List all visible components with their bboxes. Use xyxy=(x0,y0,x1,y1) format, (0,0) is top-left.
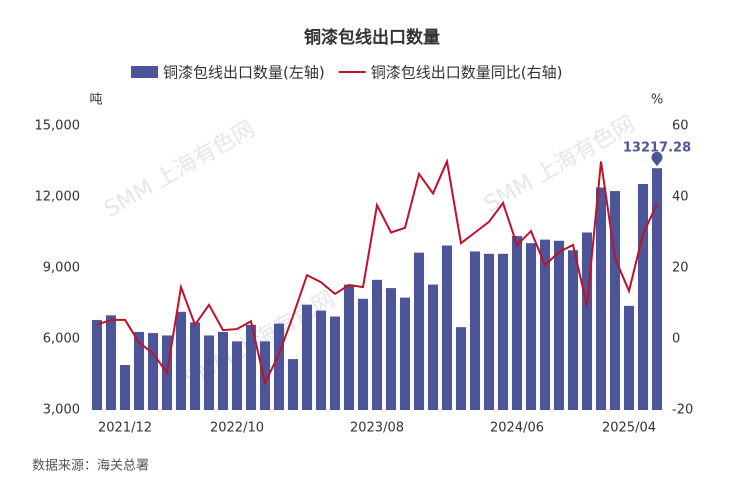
bar xyxy=(189,322,201,410)
bar xyxy=(273,323,285,410)
y2-tick-label: 20 xyxy=(672,261,689,276)
x-tick-label: 2025/04 xyxy=(602,421,656,436)
bar xyxy=(567,250,579,410)
x-tick-label: 2022/10 xyxy=(210,421,264,436)
x-tick-label: 2024/06 xyxy=(490,421,544,436)
bar xyxy=(133,331,145,410)
y-tick-label: 6,000 xyxy=(43,332,80,347)
bar xyxy=(203,335,215,410)
bar xyxy=(175,311,187,410)
bar xyxy=(147,333,159,410)
bar xyxy=(511,236,523,410)
bar xyxy=(595,187,607,410)
bar xyxy=(455,327,467,410)
chart-title: 铜漆包线出口数量 xyxy=(304,27,440,48)
y-tick-label: 3,000 xyxy=(43,403,80,418)
bar xyxy=(651,168,663,410)
bar xyxy=(399,297,411,410)
bar xyxy=(287,359,299,410)
y-tick-label: 9,000 xyxy=(43,261,80,276)
source: 数据来源：海关总署 xyxy=(32,459,149,474)
bar xyxy=(581,232,593,410)
bar xyxy=(609,191,621,410)
x-tick-label: 2023/08 xyxy=(350,421,404,436)
bar xyxy=(525,243,537,410)
x-tick-label: 2021/12 xyxy=(98,421,152,436)
bar xyxy=(637,183,649,410)
marker-pin xyxy=(651,151,663,167)
y2-tick-label: 60 xyxy=(672,119,689,134)
y-unit: 吨 xyxy=(89,93,102,108)
bar xyxy=(413,252,425,410)
bar xyxy=(553,240,565,410)
bar xyxy=(217,331,229,410)
y2-tick-label: 40 xyxy=(672,190,689,205)
bar xyxy=(623,305,635,410)
line xyxy=(96,158,658,387)
bar xyxy=(385,288,397,410)
bar xyxy=(497,253,509,410)
bar xyxy=(427,284,439,410)
bar xyxy=(301,304,313,410)
bar xyxy=(329,316,341,410)
bar xyxy=(483,253,495,410)
bar xyxy=(441,245,453,410)
y2-unit: % xyxy=(651,93,663,108)
bar xyxy=(357,298,369,410)
bar xyxy=(259,341,271,410)
bar xyxy=(105,315,117,410)
bar xyxy=(119,365,131,410)
legend-swatch xyxy=(131,66,158,78)
bar xyxy=(315,310,327,410)
bar xyxy=(539,239,551,410)
watermark: SMM 上海有色网 xyxy=(100,117,259,223)
bar xyxy=(343,284,355,410)
legend-label: 铜漆包线出口数量(左轴) xyxy=(163,64,325,82)
data-label: 13217.28 xyxy=(623,141,691,156)
y2-tick-label: 0 xyxy=(672,332,680,347)
legend-label: 铜漆包线出口数量同比(右轴) xyxy=(371,64,563,82)
y-tick-label: 12,000 xyxy=(35,190,81,205)
bar xyxy=(91,320,103,410)
y2-tick-label: -20 xyxy=(672,403,693,418)
bar xyxy=(371,279,383,410)
y-tick-label: 15,000 xyxy=(35,119,81,134)
bar xyxy=(469,251,481,410)
bar xyxy=(231,341,243,410)
bar xyxy=(245,324,257,410)
